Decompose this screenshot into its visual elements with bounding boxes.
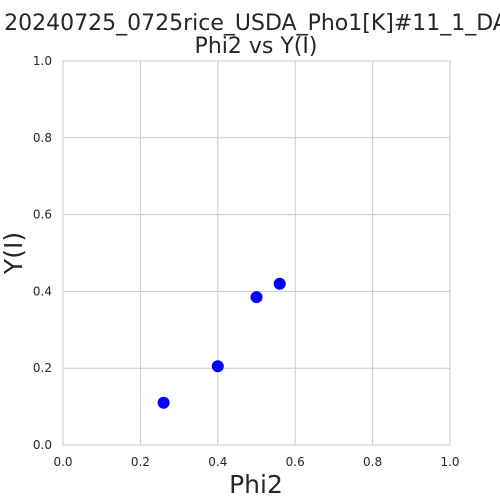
plot-area: 0.0 0.2 0.4 0.6 0.8 1.0 0.0 0.2 0.4 0.6 0.8 1.0 xyxy=(33,54,460,469)
plot-frame xyxy=(62,60,451,446)
x-axis-label: Phi2 xyxy=(229,470,283,499)
x-tick-label: 0.4 xyxy=(208,455,227,469)
x-tick-label: 0.0 xyxy=(53,455,72,469)
data-points xyxy=(157,277,286,409)
plot-background xyxy=(63,61,450,445)
y-tick-label: 0.2 xyxy=(33,361,52,375)
x-tick-labels: 0.0 0.2 0.4 0.6 0.8 1.0 xyxy=(53,455,459,469)
chart-title-line1: 20240725_0725rice_USDA_Pho1[K]#11_1_DA xyxy=(4,11,500,36)
x-tick-label: 1.0 xyxy=(440,455,459,469)
x-tick-label: 0.8 xyxy=(363,455,382,469)
y-tick-label: 0.8 xyxy=(33,131,52,145)
y-tick-labels: 0.0 0.2 0.4 0.6 0.8 1.0 xyxy=(33,54,52,452)
y-axis-label: Y(I) xyxy=(0,232,28,275)
chart-title-line2: Phi2 vs Y(I) xyxy=(195,34,318,59)
x-tick-label: 0.2 xyxy=(131,455,150,469)
y-tick-label: 0.6 xyxy=(33,208,52,222)
y-tick-label: 0.0 xyxy=(33,438,52,452)
data-point-4 xyxy=(273,277,286,290)
x-tick-label: 0.6 xyxy=(286,455,305,469)
grid xyxy=(62,60,451,446)
y-tick-label: 0.4 xyxy=(33,284,52,298)
y-tick-label: 1.0 xyxy=(33,54,52,68)
data-point-2 xyxy=(211,360,224,373)
data-point-1 xyxy=(157,396,170,409)
data-point-3 xyxy=(250,291,263,304)
